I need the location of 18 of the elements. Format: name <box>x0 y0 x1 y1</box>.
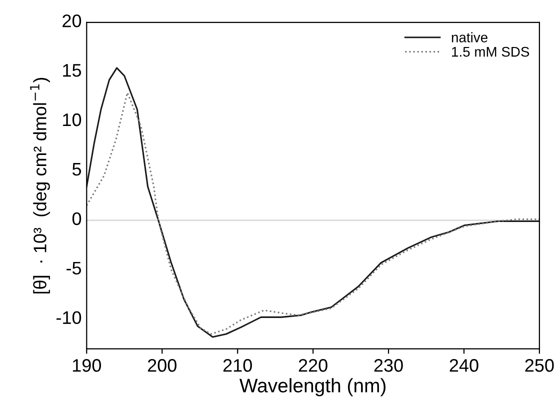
x-tick-label: 210 <box>223 359 252 372</box>
x-axis-title: Wavelength (nm) <box>239 378 386 396</box>
x-tick-label: 230 <box>374 359 403 372</box>
legend-label: native <box>452 32 488 42</box>
y-tick-label: 5 <box>72 163 82 176</box>
y-tick-label: 15 <box>63 64 82 77</box>
x-tick-label: 220 <box>298 359 328 372</box>
x-tick-label: 250 <box>525 359 554 372</box>
y-tick-label: 10 <box>63 113 82 126</box>
x-tick-label: 190 <box>72 359 102 372</box>
x-tick-label: 240 <box>450 359 478 372</box>
y-tick-label: 0 <box>72 212 82 226</box>
legend-label: 1.5 mM SDS <box>452 46 530 57</box>
x-tick-label: 200 <box>148 359 176 372</box>
y-tick-label: -10 <box>56 311 82 324</box>
y-tick-label: -5 <box>66 262 82 275</box>
y-axis-title: [θ] · 10³ (deg cm² dmol$^{−1}$) <box>30 78 50 294</box>
y-tick-label: 20 <box>62 14 82 28</box>
